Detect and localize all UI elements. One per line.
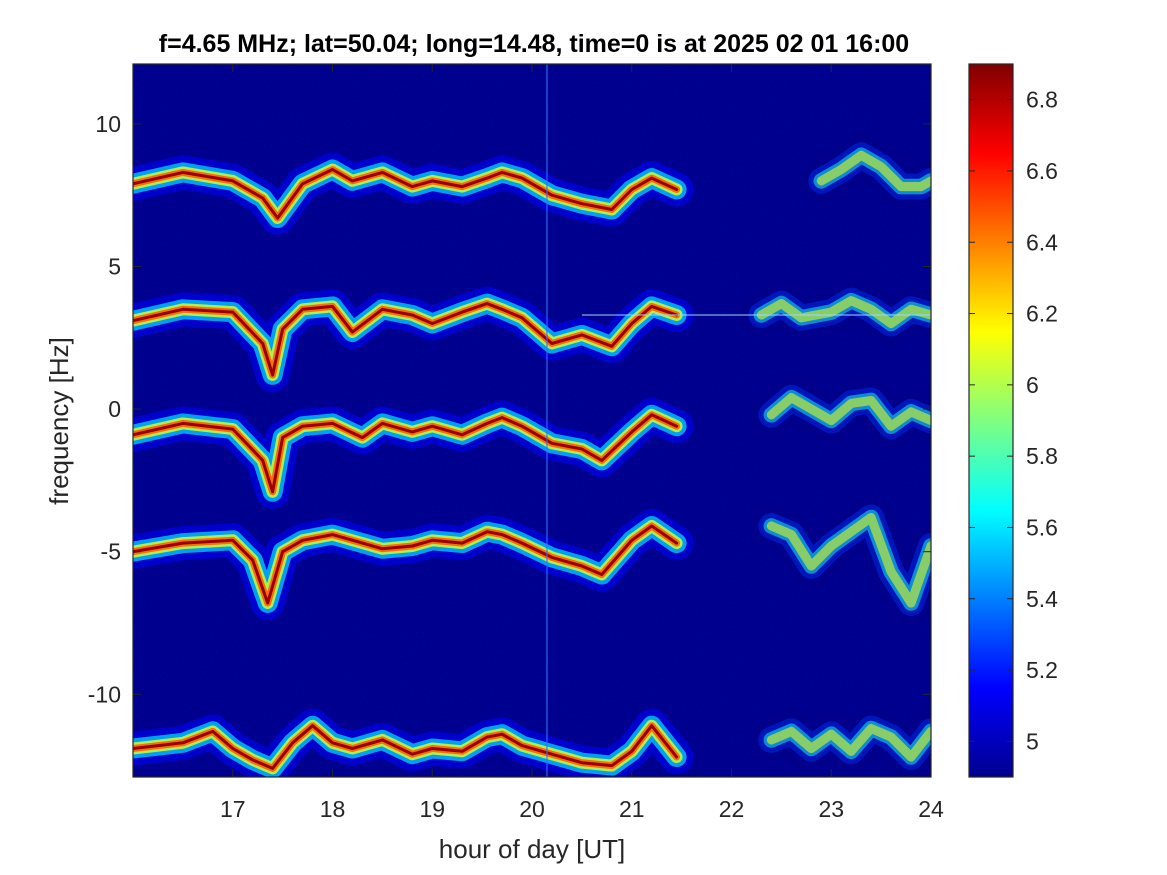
colorbar-ticks: 6.8 6.6 6.4 6.2 6 5.8 5.6 5.4 5.2 5 (969, 87, 1058, 754)
colorbar-tick-label: 6.2 (1026, 301, 1058, 327)
y-tick-label: 10 (95, 111, 121, 137)
x-axis: 17 18 19 20 21 22 23 24 (220, 64, 944, 822)
x-tick-label: 19 (419, 796, 445, 822)
x-tick-label: 18 (320, 796, 346, 822)
y-axis: 10 5 0 -5 -10 (88, 111, 931, 707)
colorbar-tick-label: 6.6 (1026, 158, 1058, 184)
x-tick-label: 23 (818, 796, 844, 822)
x-tick-label: 22 (719, 796, 745, 822)
y-tick-label: -10 (88, 681, 121, 707)
x-tick-label: 21 (619, 796, 645, 822)
colorbar-tick-label: 6 (1026, 372, 1039, 398)
chart-title: f=4.65 MHz; lat=50.04; long=14.48, time=… (159, 30, 909, 58)
colorbar-tick-label: 5.2 (1026, 657, 1058, 683)
colorbar-tick-label: 5.4 (1026, 586, 1058, 612)
noise-speckle (133, 64, 931, 777)
y-tick-label: 5 (108, 253, 121, 279)
y-tick-label: 0 (108, 396, 121, 422)
colorbar-gradient (968, 63, 1014, 778)
colorbar-tick-label: 5 (1026, 728, 1039, 754)
x-tick-label: 17 (220, 796, 246, 822)
colorbar-tick-label: 6.4 (1026, 229, 1058, 255)
x-tick-label: 20 (519, 796, 545, 822)
colorbar-tick-label: 5.6 (1026, 514, 1058, 540)
x-tick-label: 24 (918, 796, 944, 822)
x-axis-label: hour of day [UT] (439, 834, 625, 864)
colorbar-tick-label: 6.8 (1026, 87, 1058, 113)
y-axis-label: frequency [Hz] (44, 337, 74, 505)
colorbar: 6.8 6.6 6.4 6.2 6 5.8 5.6 5.4 5.2 5 (968, 63, 1058, 778)
colorbar-tick-label: 5.8 (1026, 443, 1058, 469)
spectrogram-traces (133, 64, 931, 777)
y-tick-label: -5 (101, 539, 121, 565)
